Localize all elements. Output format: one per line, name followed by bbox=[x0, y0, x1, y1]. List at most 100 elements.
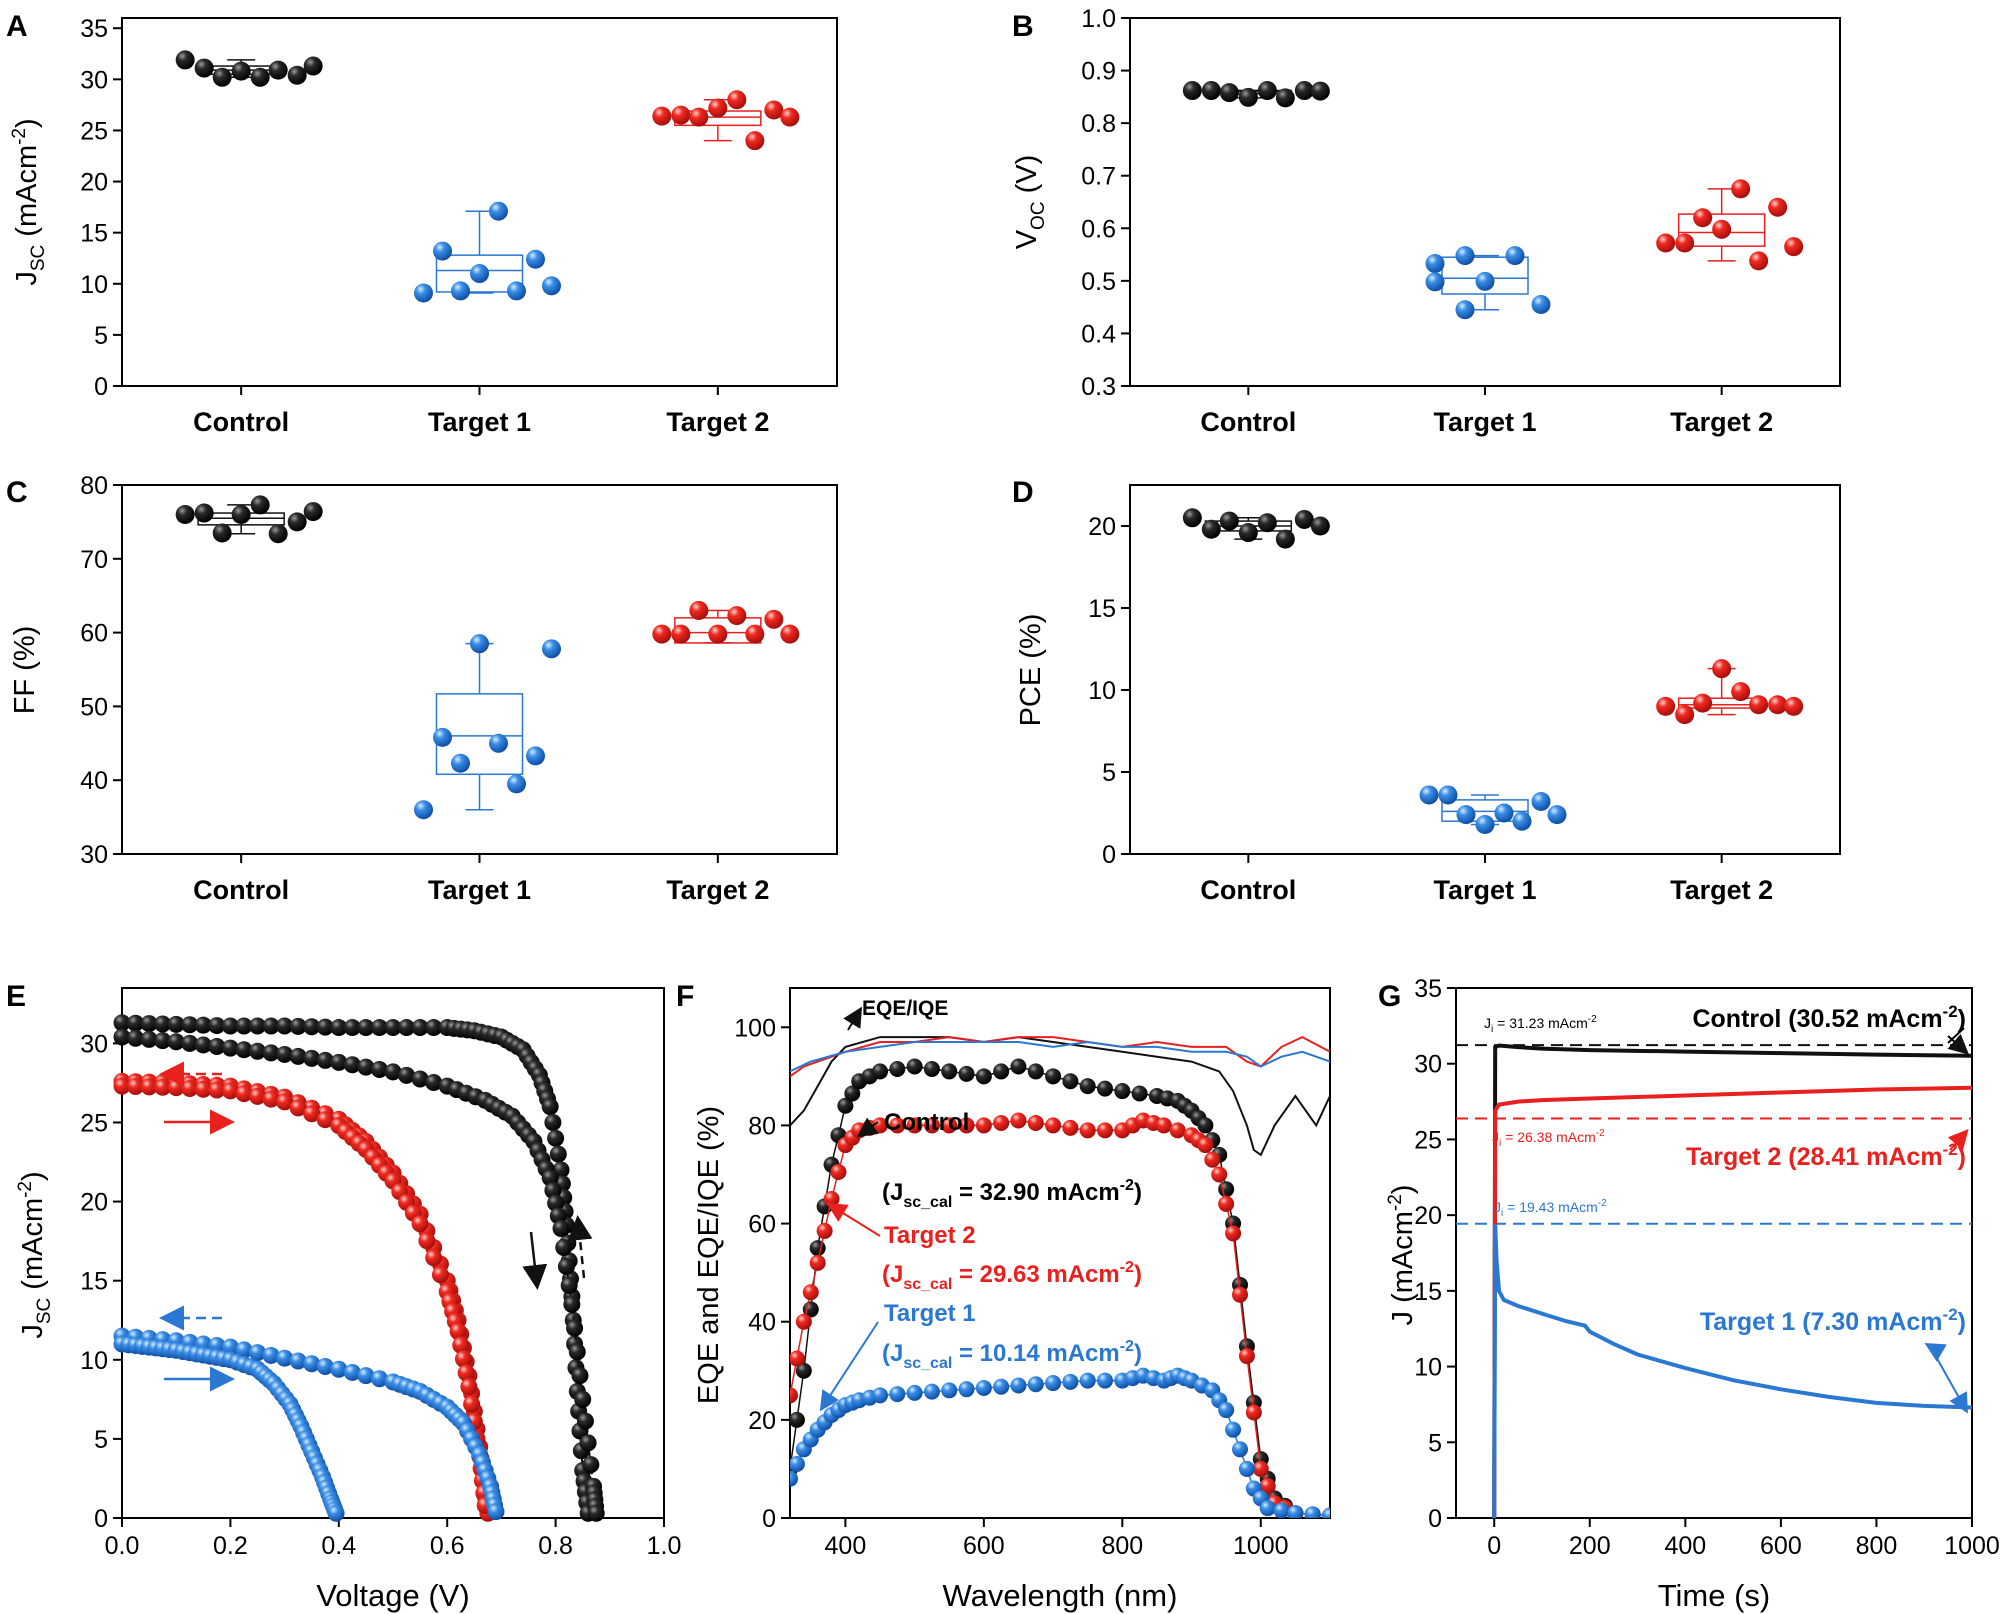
control-pointer bbox=[1947, 1033, 1969, 1055]
data-point bbox=[745, 624, 765, 644]
y-tick-label: 35 bbox=[80, 15, 108, 43]
data-point bbox=[1455, 300, 1475, 320]
eqe-marker bbox=[993, 1114, 1010, 1131]
y-axis-label: JSC (mAcm-2) bbox=[9, 118, 49, 285]
data-point bbox=[689, 107, 709, 127]
series-label-close: ) bbox=[1958, 1143, 1966, 1171]
y-tick-label: 15 bbox=[80, 1268, 108, 1296]
y-label-close: ) bbox=[11, 118, 43, 128]
data-point bbox=[489, 733, 508, 753]
jv-marker bbox=[276, 1017, 294, 1035]
eqe-marker bbox=[906, 1117, 923, 1134]
data-point bbox=[542, 276, 561, 296]
data-point bbox=[1275, 88, 1295, 108]
x-tick-label: 600 bbox=[963, 1532, 1005, 1560]
data-point bbox=[194, 503, 214, 523]
data-point bbox=[1547, 805, 1567, 825]
eqe-marker bbox=[1238, 1460, 1255, 1477]
data-point bbox=[1693, 693, 1713, 713]
jv-marker bbox=[547, 1129, 565, 1147]
eqe-marker bbox=[1204, 1151, 1221, 1168]
jv-marker bbox=[235, 1085, 253, 1103]
data-point bbox=[507, 281, 526, 301]
x-tick-label: 600 bbox=[1760, 1532, 1802, 1560]
eqe-marker bbox=[795, 1313, 812, 1330]
y-tick-label: 40 bbox=[748, 1309, 776, 1337]
data-point bbox=[526, 249, 545, 269]
data-point bbox=[1310, 516, 1330, 536]
eqe-marker bbox=[1287, 1505, 1304, 1518]
data-point bbox=[1455, 246, 1475, 266]
jsc-cal-label: (Jsc_cal = 10.14 mAcm-2) bbox=[882, 1338, 1142, 1372]
data-point bbox=[250, 495, 270, 515]
y-label-unit: (%) bbox=[1015, 614, 1047, 667]
jv-curve bbox=[121, 1036, 598, 1514]
y-label-sup: -2 bbox=[15, 1181, 36, 1198]
data-point bbox=[1310, 81, 1330, 101]
jv-marker bbox=[276, 1349, 294, 1367]
eqe-marker bbox=[1097, 1080, 1113, 1097]
y-label-unit: (V) bbox=[1011, 155, 1043, 202]
jv-marker bbox=[249, 1042, 266, 1060]
data-point bbox=[1505, 246, 1525, 266]
data-point bbox=[1419, 785, 1439, 805]
jv-marker bbox=[384, 1063, 402, 1081]
eqe-marker bbox=[1027, 1114, 1044, 1131]
jv-marker bbox=[568, 1343, 586, 1361]
data-point bbox=[727, 90, 747, 110]
x-category-label: Target 2 bbox=[1670, 407, 1773, 437]
data-point bbox=[175, 50, 195, 70]
target2-arrow bbox=[826, 1202, 881, 1237]
jv-marker bbox=[327, 1504, 345, 1522]
data-point bbox=[1784, 237, 1804, 257]
y-label-unit: (mAcm bbox=[11, 145, 43, 245]
jv-marker bbox=[549, 1207, 567, 1225]
data-point bbox=[451, 753, 470, 773]
data-point bbox=[1749, 251, 1769, 271]
eqe-marker bbox=[1062, 1119, 1079, 1136]
y-label-close: ) bbox=[17, 1171, 49, 1181]
jv-marker bbox=[552, 1219, 570, 1237]
jv-marker bbox=[289, 1099, 307, 1117]
y-axis-label: VOC (V) bbox=[1011, 155, 1049, 250]
reverse-scan-arrow bbox=[522, 1231, 548, 1290]
jv-marker bbox=[316, 1018, 334, 1036]
eqe-marker bbox=[823, 1191, 840, 1208]
jsc-part: = 10.14 mAcm bbox=[952, 1340, 1119, 1367]
data-point bbox=[212, 67, 232, 87]
eqe-marker bbox=[975, 1379, 992, 1396]
y-tick-label: 80 bbox=[748, 1112, 776, 1140]
jv-marker bbox=[574, 1390, 592, 1408]
data-point bbox=[1675, 233, 1695, 253]
jsc-part: (J bbox=[882, 1179, 903, 1206]
jv-marker bbox=[563, 1295, 581, 1313]
y-axis-label: JSC (mAcm-2) bbox=[15, 1171, 55, 1338]
eqe-marker bbox=[1169, 1122, 1186, 1139]
jv-marker bbox=[357, 1058, 375, 1076]
eqe-marker bbox=[809, 1254, 826, 1271]
eqe-marker bbox=[1045, 1375, 1062, 1392]
target2-series-label: Target 2 (28.41 mAcm-2) bbox=[1686, 1140, 1966, 1171]
y-tick-label: 0 bbox=[94, 373, 108, 401]
data-point bbox=[212, 523, 232, 543]
jv-marker bbox=[449, 1322, 467, 1340]
x-tick-label: 200 bbox=[1569, 1532, 1611, 1560]
eqe-marker bbox=[1304, 1506, 1321, 1518]
data-point bbox=[689, 600, 709, 620]
data-point bbox=[1425, 272, 1445, 292]
jv-marker bbox=[431, 1266, 449, 1284]
eqe-marker bbox=[1010, 1058, 1027, 1075]
eqe-marker bbox=[1062, 1073, 1079, 1090]
data-point bbox=[470, 264, 489, 284]
data-point bbox=[433, 727, 452, 747]
x-category-label: Target 2 bbox=[666, 875, 769, 905]
eqe-marker bbox=[923, 1117, 940, 1134]
data-point bbox=[526, 746, 545, 766]
eqe-marker bbox=[1211, 1166, 1228, 1183]
jv-marker bbox=[303, 1018, 321, 1036]
y-tick-label: 15 bbox=[80, 220, 108, 248]
data-point bbox=[1456, 805, 1476, 825]
x-category-label: Target 1 bbox=[1433, 407, 1536, 437]
